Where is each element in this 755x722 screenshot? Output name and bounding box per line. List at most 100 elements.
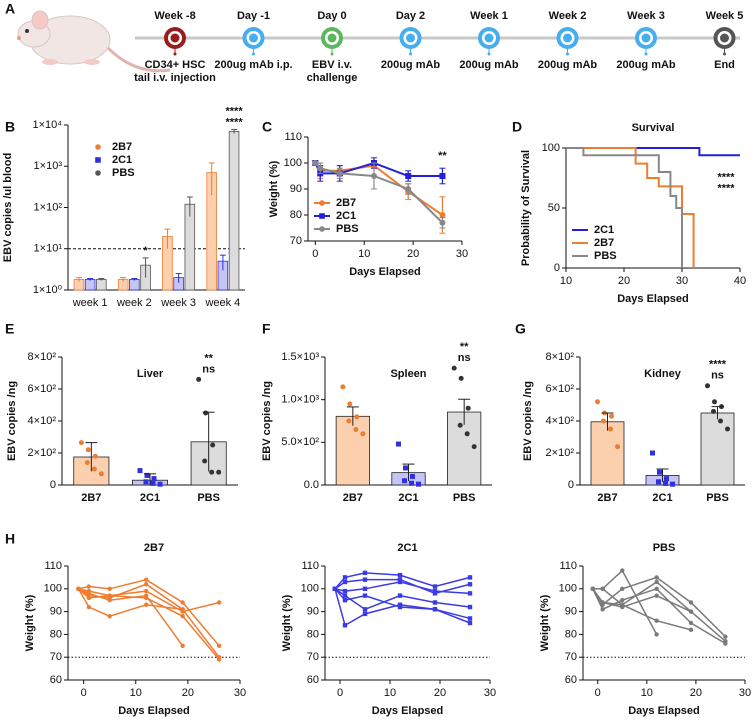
data-point	[346, 418, 352, 424]
timeline-action-label: 200ug mAb	[538, 59, 598, 71]
timeline-action-label: CD34+ HSC	[145, 59, 206, 71]
y-axis-label: EBV copies /ng	[261, 381, 273, 461]
annotation: *	[143, 245, 148, 257]
panel-letter: D	[512, 119, 522, 135]
data-point	[317, 165, 324, 172]
data-point	[180, 607, 185, 612]
x-axis-label: Days Elapsed	[118, 705, 190, 717]
data-point	[203, 410, 209, 416]
annotation: ****	[226, 105, 244, 117]
data-point	[654, 575, 659, 580]
timeline-stem-dot	[723, 52, 726, 56]
x-tick-label: 2C1	[140, 492, 160, 504]
data-point	[402, 478, 407, 484]
x-axis-label: Days Elapsed	[617, 293, 689, 305]
data-point	[210, 442, 216, 448]
data-point	[397, 602, 403, 607]
data-point	[620, 568, 625, 573]
timeline-node-core	[641, 33, 651, 43]
data-point	[157, 481, 163, 487]
data-point	[663, 480, 668, 486]
timeline-node-core	[170, 33, 180, 43]
data-point	[107, 598, 112, 603]
timeline-stem-dot	[252, 52, 255, 56]
y-axis-label: Weight (%)	[24, 594, 36, 651]
data-point	[590, 586, 596, 591]
legend-marker	[319, 200, 325, 206]
data-point	[705, 383, 710, 389]
x-tick-label: 2B7	[597, 492, 617, 504]
data-point	[409, 480, 414, 486]
timeline-event-label: Week 3	[627, 10, 665, 22]
data-point	[216, 469, 222, 475]
x-tick-label: 10	[384, 687, 396, 699]
panel-letter: G	[515, 321, 526, 337]
data-point	[467, 604, 473, 610]
annotation: ns	[202, 363, 215, 375]
data-point	[397, 604, 403, 610]
timeline-node-core	[484, 33, 494, 43]
data-point	[396, 441, 401, 447]
legend-label: 2C1	[336, 210, 356, 222]
y-tick-label: 2×10²	[28, 447, 57, 459]
data-point	[467, 591, 473, 596]
data-point	[107, 593, 112, 598]
data-point	[670, 481, 675, 487]
timeline-node-core	[249, 33, 258, 43]
data-point	[397, 579, 403, 585]
bar	[96, 279, 107, 291]
y-tick-label: 80	[565, 628, 577, 640]
data-point	[216, 643, 222, 648]
y-tick-label: 70	[307, 651, 319, 663]
data-point	[688, 600, 694, 605]
data-point	[340, 384, 346, 390]
x-tick-label: PBS	[453, 492, 476, 504]
annotation: ****	[226, 116, 244, 128]
y-axis-label: EBV copies /ul blood	[2, 153, 14, 262]
data-point	[723, 641, 728, 646]
data-point	[609, 413, 614, 419]
data-point	[439, 212, 446, 218]
data-point	[107, 586, 112, 591]
data-point	[332, 586, 338, 591]
y-tick-label: 0	[50, 479, 56, 491]
y-tick-label: 100	[44, 583, 62, 595]
data-point	[600, 600, 605, 605]
y-tick-label: 100	[559, 583, 577, 595]
y-tick-label: 110	[301, 560, 319, 572]
data-point	[595, 399, 600, 405]
data-point	[342, 579, 348, 585]
series-line	[334, 581, 471, 595]
y-axis-label: EBV copies /ng	[6, 381, 18, 461]
data-point	[397, 572, 403, 578]
data-point	[467, 582, 473, 587]
data-point	[405, 186, 412, 192]
data-point	[342, 593, 348, 598]
x-tick-label: week 3	[160, 297, 196, 309]
y-tick-label: 70	[290, 235, 302, 247]
data-point	[362, 593, 368, 598]
y-tick-label: 1×10¹	[34, 243, 63, 255]
data-point	[432, 607, 438, 612]
y-tick-label: 6×10²	[546, 383, 575, 395]
annotation: **	[460, 341, 469, 353]
series-line	[592, 576, 726, 638]
data-point	[144, 472, 150, 478]
x-tick-label: 20	[182, 687, 194, 699]
y-tick-label: 2×10²	[546, 447, 575, 459]
chart-title: Survival	[632, 122, 675, 134]
y-tick-label: 1×10²	[34, 201, 63, 213]
y-axis-label: Weight (%)	[281, 594, 293, 651]
y-tick-label: 8×10²	[546, 351, 575, 363]
data-point	[439, 219, 446, 226]
data-point	[656, 479, 661, 485]
chart-title: Kidney	[644, 368, 682, 380]
data-point	[654, 618, 659, 623]
legend-label: PBS	[336, 223, 359, 235]
x-tick-label: week 2	[116, 297, 152, 309]
timeline-action-label: challenge	[307, 72, 358, 84]
annotation: ns	[711, 370, 724, 382]
data-point	[180, 643, 185, 648]
data-point	[143, 588, 149, 594]
annotation: ****	[717, 183, 735, 195]
